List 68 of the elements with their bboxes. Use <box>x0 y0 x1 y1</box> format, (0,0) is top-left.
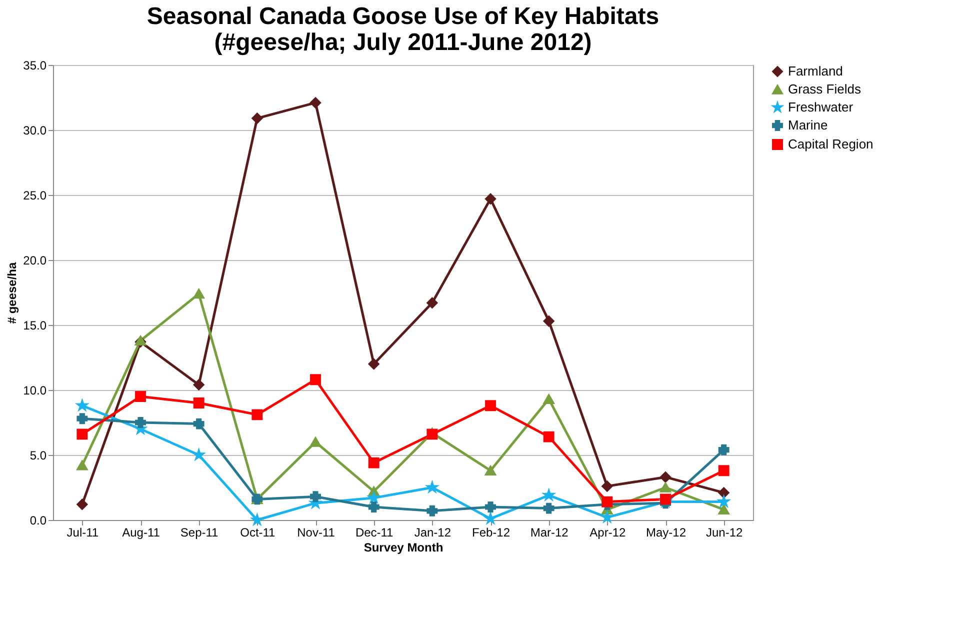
point <box>660 482 671 492</box>
point <box>485 400 496 412</box>
point <box>252 409 263 420</box>
x-tick-label: Jul-11 <box>66 526 99 540</box>
y-tick-label: 5.0 <box>30 448 47 462</box>
point <box>368 358 380 370</box>
x-tick-label: Feb-12 <box>472 526 510 540</box>
point <box>76 413 88 424</box>
point <box>660 472 671 483</box>
point <box>76 460 88 470</box>
point <box>426 297 438 308</box>
point <box>718 465 730 476</box>
point <box>426 505 438 516</box>
point <box>193 288 204 299</box>
point <box>193 379 204 390</box>
point <box>193 398 204 408</box>
x-tick-label: May-12 <box>646 526 686 540</box>
text: (#geese/ha; July 2011-June 2012) <box>214 29 592 56</box>
legend-label: Grass Fields <box>788 82 862 96</box>
y-tick-label: 15.0 <box>23 318 47 332</box>
point <box>660 494 671 505</box>
point <box>135 391 146 402</box>
y-tick-label: 25.0 <box>23 188 47 202</box>
point <box>602 480 613 492</box>
text: Seasonal Canada Goose Use of Key Habitats <box>146 3 660 30</box>
point <box>543 502 554 514</box>
point <box>76 498 88 510</box>
x-tick-label: Dec-11 <box>355 526 394 540</box>
y-tick-label: 0.0 <box>30 514 47 528</box>
legend-label: Capital Region <box>788 136 874 152</box>
point <box>76 428 88 440</box>
point <box>310 97 321 108</box>
point <box>543 431 554 442</box>
x-tick-label: Apr-12 <box>590 526 626 540</box>
x-tick-label: Oct-11 <box>240 526 276 540</box>
point <box>718 444 730 456</box>
legend-label: Farmland <box>788 64 843 78</box>
x-tick-label: Mar-12 <box>530 526 569 540</box>
point <box>543 394 554 404</box>
point <box>368 502 380 512</box>
point <box>485 502 496 512</box>
point <box>310 437 321 447</box>
y-tick-label: 30.0 <box>23 124 47 138</box>
point <box>310 491 321 502</box>
y-axis-title: # geese/ha <box>5 262 20 324</box>
x-tick-label: Jun-12 <box>706 526 743 540</box>
point <box>543 316 554 327</box>
x-tick-label: Sep-11 <box>180 526 219 540</box>
point <box>602 496 613 508</box>
point <box>718 504 730 514</box>
point <box>135 417 146 428</box>
point <box>485 193 496 204</box>
point <box>135 336 146 346</box>
legend-label: Freshwater <box>788 100 854 114</box>
y-tick-label: 10.0 <box>23 384 47 398</box>
x-tick-label: Nov-11 <box>297 526 336 540</box>
legend-label: Marine <box>788 118 828 132</box>
point <box>193 418 204 430</box>
x-axis-title: Survey Month <box>364 540 444 554</box>
x-tick-label: Jan-12 <box>414 526 452 540</box>
point <box>485 466 496 476</box>
y-tick-label: 35.0 <box>23 58 47 72</box>
point <box>310 374 321 386</box>
y-tick-label: 20.0 <box>23 254 47 268</box>
point <box>718 487 730 498</box>
x-tick-label: Aug-11 <box>122 526 160 540</box>
point <box>252 112 263 124</box>
point <box>368 457 380 468</box>
